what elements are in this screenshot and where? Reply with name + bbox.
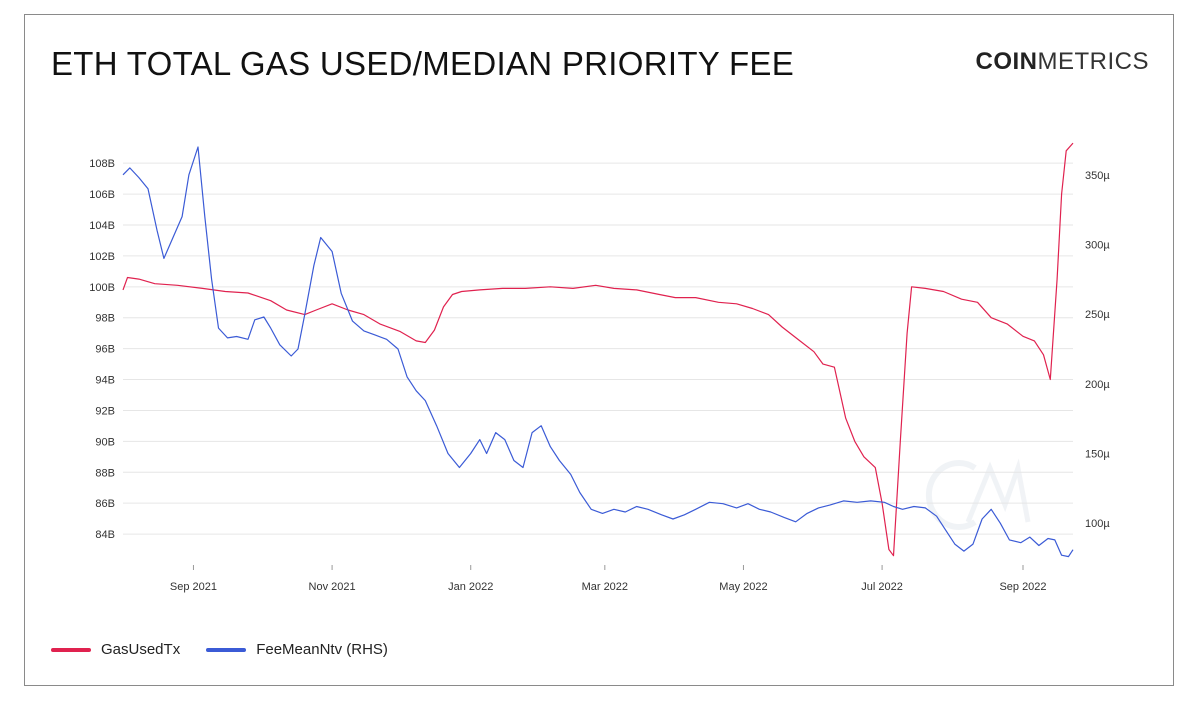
y-left-tick-label: 102B (89, 251, 115, 263)
x-tick-label: Mar 2022 (582, 581, 628, 593)
y-right-tick-label: 200µ (1085, 379, 1110, 391)
x-tick-label: Jul 2022 (861, 581, 903, 593)
x-tick-label: Nov 2021 (309, 581, 356, 593)
x-tick-label: Sep 2022 (999, 581, 1046, 593)
y-right-tick-label: 250µ (1085, 309, 1110, 321)
chart-title: ETH TOTAL GAS USED/MEDIAN PRIORITY FEE (51, 45, 795, 82)
logo-light-text: METRICS (1037, 48, 1149, 75)
series-group (122, 142, 1074, 558)
legend-label-gasusedtx: GasUsedTx (101, 641, 181, 658)
legend-swatch-feemeanntv (206, 647, 247, 652)
logo-bold-text: COIN (975, 48, 1038, 75)
y-left-tick-label: 92B (95, 405, 115, 417)
legend-swatch-gasusedtx (51, 647, 91, 652)
series-line-gasusedtx (122, 142, 1074, 557)
y-axis-right: 100µ 150µ 200µ 250µ 300µ 350µ (1085, 170, 1110, 530)
y-left-tick-label: 104B (89, 220, 115, 232)
coinmetrics-logo: COINMETRICS (976, 48, 1150, 76)
x-axis: Sep 2021 Nov 2021 Jan 2022 Mar 2022 May 2022… (170, 565, 1047, 593)
y-left-tick-label: 94B (95, 375, 115, 387)
y-left-tick-label: 100B (89, 282, 115, 294)
grid (123, 162, 1073, 535)
x-tick-label: May 2022 (719, 581, 767, 593)
y-left-tick-label: 108B (89, 158, 115, 170)
legend-label-feemeanntv: FeeMeanNtv (RHS) (256, 641, 388, 658)
y-left-tick-label: 88B (95, 467, 115, 479)
x-tick-label: Sep 2021 (170, 581, 217, 593)
chart-frame: ETH TOTAL GAS USED/MEDIAN PRIORITY FEE C… (24, 14, 1174, 686)
y-right-tick-label: 100µ (1085, 518, 1110, 530)
cm-watermark-icon (925, 458, 1031, 530)
y-axis-left: 84B 86B 88B 90B 92B 94B 96B 98B 100B 102B 104B 106B… (89, 158, 115, 541)
legend-item-gasusedtx[interactable]: GasUsedTx (51, 641, 180, 658)
y-left-tick-label: 106B (89, 189, 115, 201)
x-tick-label: Jan 2022 (448, 581, 493, 593)
legend-item-feemeanntv[interactable]: FeeMeanNtv (RHS) (206, 641, 388, 658)
y-left-tick-label: 84B (95, 529, 115, 541)
y-left-tick-label: 96B (95, 344, 115, 356)
y-right-tick-label: 300µ (1085, 240, 1110, 252)
y-right-tick-label: 150µ (1085, 449, 1110, 461)
y-left-tick-label: 98B (95, 313, 115, 325)
y-left-tick-label: 90B (95, 436, 115, 448)
y-right-tick-label: 350µ (1085, 170, 1110, 182)
legend: GasUsedTx FeeMeanNtv (RHS) (51, 641, 388, 658)
series-line-feemeanntv (122, 146, 1074, 558)
y-left-tick-label: 86B (95, 498, 115, 510)
